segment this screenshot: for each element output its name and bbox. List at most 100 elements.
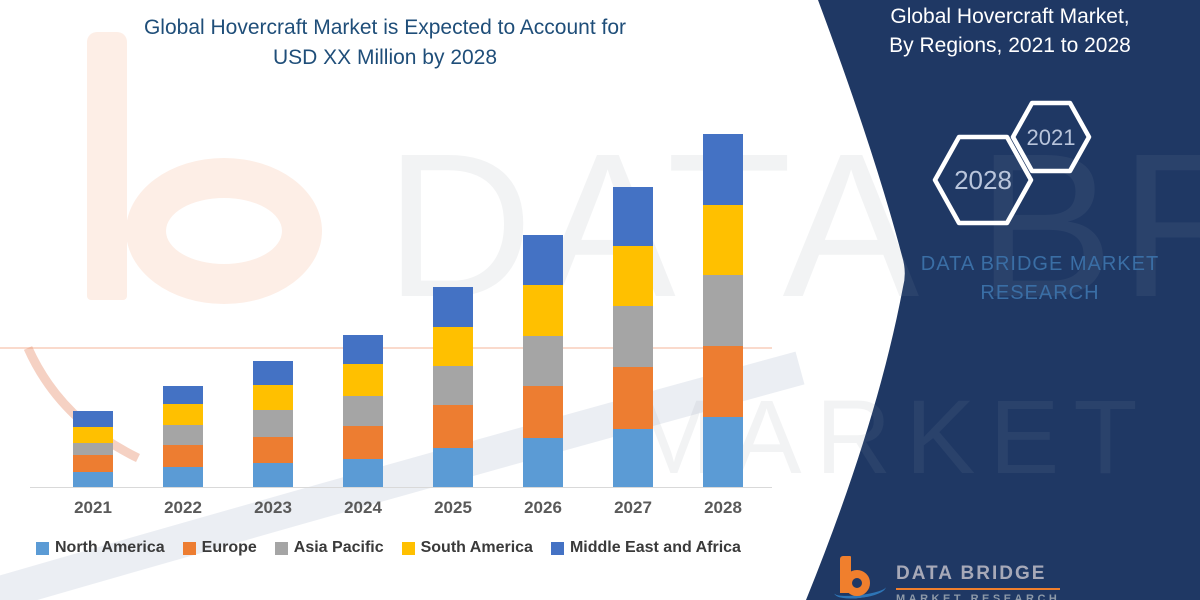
panel-brand-text: DATA BRIDGE MARKET RESEARCH: [890, 250, 1190, 308]
legend-label: Asia Pacific: [293, 539, 384, 556]
stacked-bar-2028: [703, 134, 743, 487]
footer-logo-subtitle: MARKET RESEARCH: [896, 593, 1061, 600]
bar-segment-asia-pacific: [433, 366, 473, 405]
bar-segment-europe: [703, 346, 743, 417]
stacked-bar-2021: [73, 411, 113, 487]
bar-segment-asia-pacific: [253, 410, 293, 437]
x-axis-label-2021: 2021: [74, 498, 112, 517]
legend-item-middle-east-and-africa: Middle East and Africa: [550, 539, 741, 557]
stacked-bar-2023: [253, 361, 293, 487]
bar-segment-middle-east-and-africa: [73, 411, 113, 427]
x-axis-label-2028: 2028: [704, 498, 742, 517]
right-panel-shape: [806, 0, 1200, 600]
stacked-bar-2025: [433, 287, 473, 487]
bar-segment-south-america: [433, 327, 473, 366]
bar-segment-south-america: [523, 285, 563, 336]
legend-swatch-icon: [550, 541, 564, 555]
watermark-accent-line: [0, 347, 772, 349]
legend-swatch-icon: [36, 541, 49, 555]
bar-segment-south-america: [253, 385, 293, 410]
legend-item-europe: Europe: [182, 539, 257, 557]
x-axis-label-2023: 2023: [254, 498, 292, 517]
panel-brand-line2: RESEARCH: [980, 282, 1100, 304]
hexagon-2028-label: 2028: [954, 165, 1012, 195]
bar-segment-asia-pacific: [523, 336, 563, 386]
bar-segment-asia-pacific: [163, 425, 203, 445]
x-axis-line: [30, 487, 772, 488]
footer-logo-b-icon: [833, 554, 887, 600]
bar-segment-north-america: [703, 417, 743, 487]
legend-swatch-icon: [182, 541, 196, 555]
bar-segment-europe: [523, 386, 563, 438]
bar-segment-south-america: [343, 364, 383, 396]
chart-title-line1: Global Hovercraft Market is Expected to …: [143, 16, 627, 39]
bar-segment-middle-east-and-africa: [163, 386, 203, 404]
panel-title: Global Hovercraft Market, By Regions, 20…: [855, 2, 1165, 60]
x-axis-label-2024: 2024: [344, 498, 382, 517]
bar-segment-south-america: [613, 246, 653, 306]
bar-segment-middle-east-and-africa: [343, 335, 383, 364]
bar-segment-europe: [163, 445, 203, 467]
bar-segment-asia-pacific: [73, 443, 113, 455]
hexagons-graphic: 2028 2021: [932, 100, 1092, 226]
panel-watermark-text-2: MARKET RESEARCH: [630, 379, 1200, 496]
bar-segment-asia-pacific: [703, 275, 743, 346]
bar-segment-north-america: [433, 448, 473, 487]
legend-swatch-icon: [274, 541, 288, 555]
watermark-red-arc: [23, 346, 140, 463]
bar-segment-asia-pacific: [613, 306, 653, 367]
x-axis-label-2022: 2022: [164, 498, 202, 517]
legend-label: Middle East and Africa: [569, 539, 741, 556]
chart-title: Global Hovercraft Market is Expected to …: [60, 13, 710, 73]
bar-segment-middle-east-and-africa: [613, 187, 653, 246]
bar-segment-south-america: [73, 427, 113, 443]
bar-segment-middle-east-and-africa: [523, 235, 563, 285]
chart-legend: North America Europe Asia Pacific South Ame…: [36, 539, 741, 557]
bar-segment-europe: [433, 405, 473, 448]
legend-swatch-icon: [401, 541, 415, 555]
bar-segment-south-america: [703, 205, 743, 275]
bar-segment-middle-east-and-africa: [253, 361, 293, 385]
panel-title-line1: Global Hovercraft Market,: [890, 5, 1130, 28]
x-axis-label-2025: 2025: [434, 498, 472, 517]
bar-segment-europe: [343, 426, 383, 459]
stacked-bar-2027: [613, 187, 653, 487]
bar-segment-north-america: [523, 438, 563, 487]
stacked-bar-2024: [343, 335, 383, 487]
bar-segment-europe: [613, 367, 653, 429]
bar-segment-europe: [73, 455, 113, 472]
stacked-bar-2026: [523, 235, 563, 487]
footer-logo-text: DATA BRIDGE MARKET RESEARCH: [896, 554, 1061, 600]
panel-title-line2: By Regions, 2021 to 2028: [889, 34, 1131, 57]
legend-item-south-america: South America: [401, 539, 533, 557]
footer-logo-b-bowl: [844, 570, 870, 596]
x-axis-label-2027: 2027: [614, 498, 652, 517]
panel-brand-line1: DATA BRIDGE MARKET: [920, 253, 1160, 275]
bar-segment-north-america: [163, 467, 203, 487]
bar-segment-europe: [253, 437, 293, 463]
footer-logo-name: DATA BRIDGE: [896, 563, 1061, 590]
legend-label: South America: [420, 539, 533, 556]
hexagon-2021-label: 2021: [1027, 125, 1076, 150]
legend-label: Europe: [201, 539, 257, 556]
bar-segment-north-america: [613, 429, 653, 487]
hexagon-2028-outline: [932, 134, 1034, 226]
bar-segment-north-america: [343, 459, 383, 487]
watermark-gray-swoosh: [0, 351, 805, 600]
bar-segment-south-america: [163, 404, 203, 425]
chart-title-line2: USD XX Million by 2028: [272, 46, 498, 69]
hexagon-2021-outline: [1010, 100, 1092, 174]
bar-segment-asia-pacific: [343, 396, 383, 426]
legend-label: North America: [55, 539, 165, 556]
legend-item-north-america: North America: [36, 539, 165, 557]
footer-logo: DATA BRIDGE MARKET RESEARCH: [833, 554, 1061, 600]
bar-segment-north-america: [73, 472, 113, 487]
watermark-logo-b-stem: [87, 32, 127, 300]
bar-segment-north-america: [253, 463, 293, 487]
legend-item-asia-pacific: Asia Pacific: [274, 539, 384, 557]
